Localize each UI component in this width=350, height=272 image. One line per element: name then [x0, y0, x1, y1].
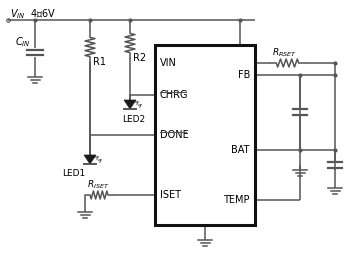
Text: R2: R2	[133, 53, 146, 63]
Text: $R_{ISET}$: $R_{ISET}$	[87, 179, 110, 191]
Text: R1: R1	[93, 57, 106, 67]
Text: ISET: ISET	[160, 190, 181, 200]
Bar	[155, 45, 255, 225]
Polygon shape	[84, 155, 96, 164]
Text: FB: FB	[238, 70, 250, 80]
Text: $C_{IN}$: $C_{IN}$	[15, 35, 31, 49]
Text: $V_{IN}$  4～6V: $V_{IN}$ 4～6V	[10, 7, 56, 21]
Text: VIN: VIN	[160, 58, 177, 68]
Text: DONE: DONE	[160, 130, 189, 140]
Text: BAT: BAT	[231, 145, 250, 155]
Text: TEMP: TEMP	[224, 195, 250, 205]
Polygon shape	[124, 100, 136, 109]
Text: CHRG: CHRG	[160, 90, 189, 100]
Text: LED2: LED2	[122, 116, 145, 125]
Text: $R_{RSET}$: $R_{RSET}$	[272, 47, 297, 59]
Text: LED1: LED1	[62, 168, 85, 178]
